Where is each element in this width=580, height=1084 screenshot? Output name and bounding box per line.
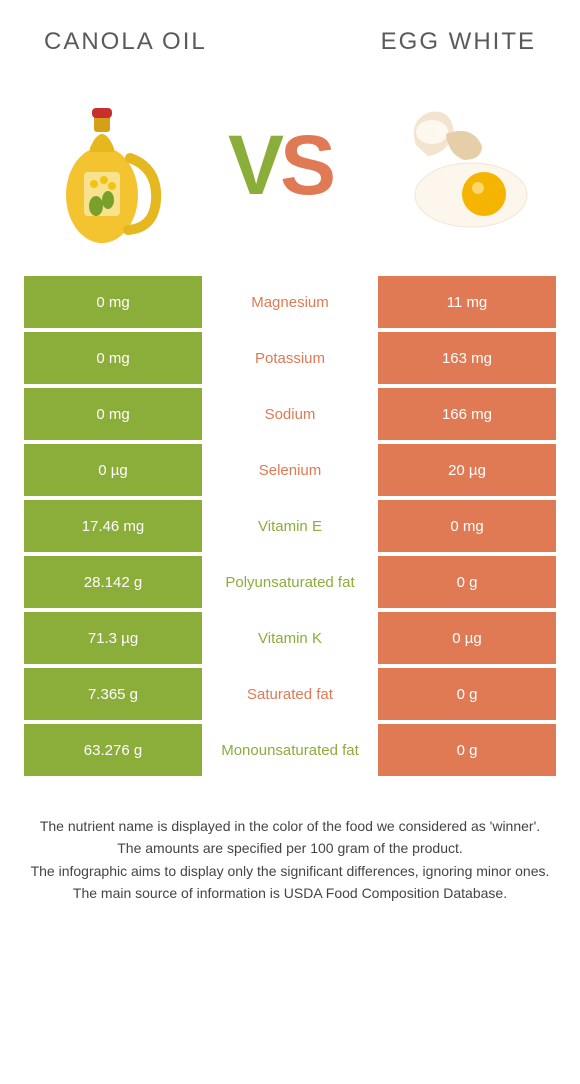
vs-label: V S (228, 123, 332, 207)
left-value: 0 mg (24, 388, 202, 440)
nutrient-label: Sodium (202, 388, 378, 440)
right-value: 166 mg (378, 388, 556, 440)
title-row: CANOLA OIL EGG WHITE (24, 20, 556, 74)
footer-line: The infographic aims to display only the… (30, 861, 550, 881)
nutrient-label: Magnesium (202, 276, 378, 328)
nutrient-label: Polyunsaturated fat (202, 556, 378, 608)
left-value: 71.3 µg (24, 612, 202, 664)
left-value: 0 µg (24, 444, 202, 496)
left-value: 17.46 mg (24, 500, 202, 552)
right-title: EGG WHITE (381, 28, 536, 56)
table-row: 0 mgPotassium163 mg (24, 332, 556, 384)
right-value: 0 mg (378, 500, 556, 552)
nutrient-label: Potassium (202, 332, 378, 384)
hero-row: V S (24, 74, 556, 276)
left-value: 63.276 g (24, 724, 202, 776)
nutrient-label: Selenium (202, 444, 378, 496)
right-value: 20 µg (378, 444, 556, 496)
vs-letter-v: V (228, 123, 280, 207)
table-row: 28.142 gPolyunsaturated fat0 g (24, 556, 556, 608)
right-value: 163 mg (378, 332, 556, 384)
right-value: 0 µg (378, 612, 556, 664)
right-value: 11 mg (378, 276, 556, 328)
vs-letter-s: S (280, 123, 332, 207)
left-value: 0 mg (24, 332, 202, 384)
footer-notes: The nutrient name is displayed in the co… (24, 780, 556, 903)
infographic-container: CANOLA OIL EGG WHITE V S (0, 0, 580, 925)
table-row: 63.276 gMonounsaturated fat0 g (24, 724, 556, 776)
nutrient-label: Vitamin K (202, 612, 378, 664)
table-row: 0 mgMagnesium11 mg (24, 276, 556, 328)
left-value: 0 mg (24, 276, 202, 328)
table-row: 71.3 µgVitamin K0 µg (24, 612, 556, 664)
left-title: CANOLA OIL (44, 28, 207, 56)
left-value: 7.365 g (24, 668, 202, 720)
egg-white-icon (386, 90, 536, 240)
table-row: 17.46 mgVitamin E0 mg (24, 500, 556, 552)
right-value: 0 g (378, 668, 556, 720)
table-row: 0 µgSelenium20 µg (24, 444, 556, 496)
footer-line: The amounts are specified per 100 gram o… (30, 838, 550, 858)
right-value: 0 g (378, 724, 556, 776)
left-value: 28.142 g (24, 556, 202, 608)
nutrient-label: Monounsaturated fat (202, 724, 378, 776)
nutrient-label: Saturated fat (202, 668, 378, 720)
canola-oil-icon (44, 80, 174, 250)
footer-line: The nutrient name is displayed in the co… (30, 816, 550, 836)
nutrient-table: 0 mgMagnesium11 mg0 mgPotassium163 mg0 m… (24, 276, 556, 776)
footer-line: The main source of information is USDA F… (30, 883, 550, 903)
table-row: 0 mgSodium166 mg (24, 388, 556, 440)
nutrient-label: Vitamin E (202, 500, 378, 552)
table-row: 7.365 gSaturated fat0 g (24, 668, 556, 720)
right-value: 0 g (378, 556, 556, 608)
